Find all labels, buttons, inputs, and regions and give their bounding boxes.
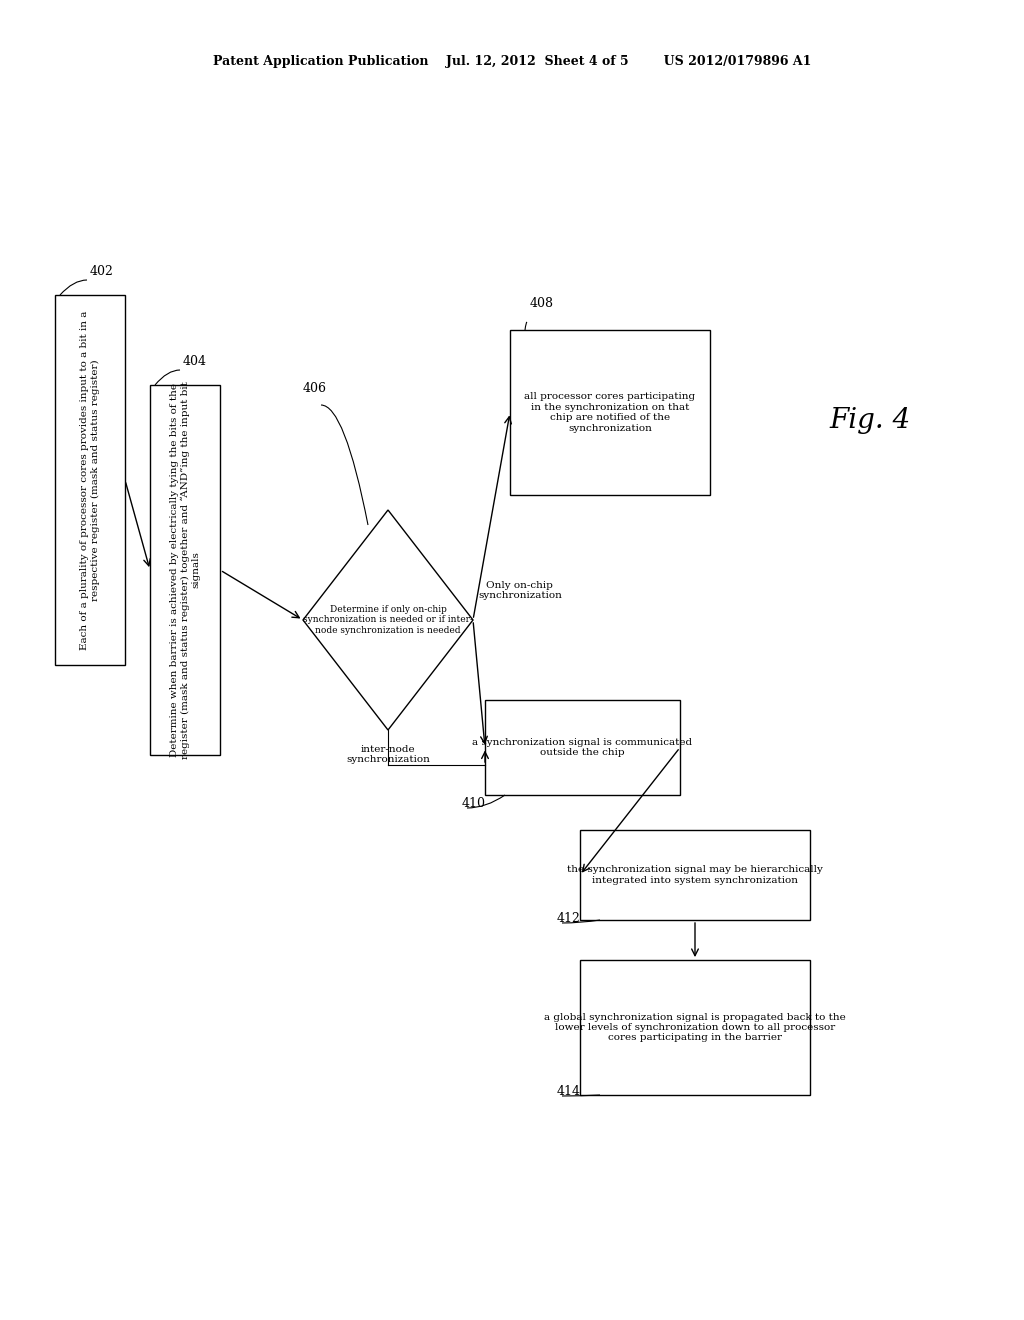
Text: a global synchronization signal is propagated back to the
lower levels of synchr: a global synchronization signal is propa… — [544, 1012, 846, 1043]
Bar — [485, 700, 680, 795]
Text: the synchronization signal may be hierarchically
integrated into system synchron: the synchronization signal may be hierar… — [567, 866, 823, 884]
Text: Determine when barrier is achieved by electrically tying the bits of the
registe: Determine when barrier is achieved by el… — [170, 381, 200, 759]
Text: 404: 404 — [183, 355, 207, 368]
Text: 402: 402 — [90, 265, 114, 279]
Polygon shape — [303, 510, 473, 730]
Text: 408: 408 — [530, 297, 554, 310]
Text: inter-node
synchronization: inter-node synchronization — [346, 744, 430, 764]
Text: 414: 414 — [557, 1085, 581, 1098]
Text: Determine if only on-chip
synchronization is needed or if inter-
node synchroniz: Determine if only on-chip synchronizatio… — [303, 605, 473, 635]
Bar — [55, 294, 125, 665]
Text: all processor cores participating
in the synchronization on that
chip are notifi: all processor cores participating in the… — [524, 392, 695, 433]
Text: Fig. 4: Fig. 4 — [829, 407, 910, 433]
Text: 406: 406 — [303, 381, 327, 395]
Bar — [510, 330, 710, 495]
Text: a synchronization signal is communicated
outside the chip: a synchronization signal is communicated… — [472, 738, 692, 758]
Bar — [150, 385, 220, 755]
Text: Each of a plurality of processor cores provides input to a bit in a
respective r: Each of a plurality of processor cores p… — [80, 310, 99, 649]
Bar — [580, 960, 810, 1096]
Bar — [580, 830, 810, 920]
Text: 410: 410 — [462, 797, 486, 810]
Text: 412: 412 — [557, 912, 581, 925]
Text: Only on-chip
synchronization: Only on-chip synchronization — [478, 581, 562, 601]
Text: Patent Application Publication    Jul. 12, 2012  Sheet 4 of 5        US 2012/017: Patent Application Publication Jul. 12, … — [213, 55, 811, 69]
